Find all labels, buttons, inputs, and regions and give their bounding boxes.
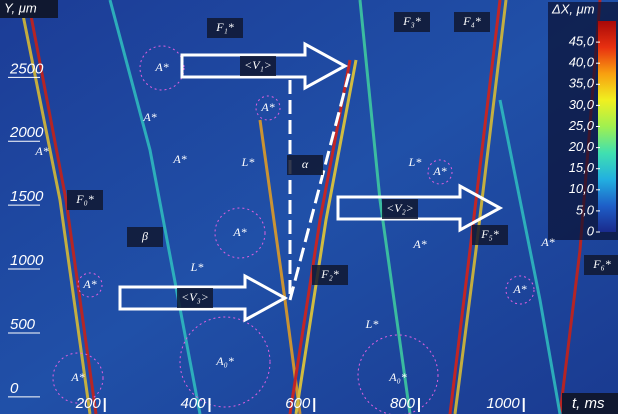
- colorbar-tick-label: 25,0: [568, 118, 595, 133]
- colorbar-tick-label: 15,0: [569, 160, 595, 175]
- ylabel-box: [0, 0, 58, 18]
- annotation: A*: [34, 144, 48, 158]
- annotation: A*: [70, 370, 84, 384]
- annotation: <V₃>: [181, 290, 209, 304]
- annotation-box: [127, 227, 163, 247]
- annotation: A*: [412, 237, 426, 251]
- annotation: A*: [540, 235, 554, 249]
- colorbar-tick-label: 40,0: [569, 55, 595, 70]
- annotation: F₅*: [480, 227, 499, 241]
- xlabel-box: [562, 393, 618, 414]
- annotation: L*: [190, 260, 204, 274]
- annotation-box: [382, 199, 418, 219]
- annotation: A₀*: [388, 370, 407, 384]
- annotation-box: [394, 12, 430, 32]
- colorbar-tick-label: 35,0: [569, 76, 595, 91]
- annotation: A*: [142, 110, 156, 124]
- annotation-box: [584, 255, 618, 275]
- annotation-box: [312, 265, 348, 285]
- colorbar-label: ΔX, μm: [551, 1, 595, 16]
- annotation: F₁*: [215, 20, 234, 34]
- y-tick-label: 500: [10, 316, 36, 333]
- annotation: F₄*: [462, 14, 481, 28]
- annotation: A*: [82, 277, 96, 291]
- annotation-box: [207, 18, 243, 38]
- x-tick-label: 1000: [486, 395, 520, 412]
- y-axis-label: Y, μm: [4, 0, 37, 15]
- colorbar-tick-label: 30,0: [569, 97, 595, 112]
- colorbar-tick-label: 0: [587, 223, 595, 238]
- annotation: β: [141, 229, 148, 243]
- annotation: A*: [232, 225, 246, 239]
- annotation: A*: [154, 60, 168, 74]
- annotation: A*: [172, 152, 186, 166]
- x-tick-label: 800: [390, 395, 416, 412]
- annotation: <V₁>: [244, 58, 272, 72]
- annotation-box: [472, 225, 508, 245]
- x-tick-label: 400: [180, 395, 206, 412]
- x-axis-label: t, ms: [572, 395, 605, 412]
- annotation-box: [454, 12, 490, 32]
- x-tick-label: 600: [285, 395, 311, 412]
- y-tick-label: 0: [10, 380, 19, 397]
- annotation: L*: [365, 317, 379, 331]
- annotation: α: [302, 157, 309, 171]
- y-tick-label: 2000: [9, 124, 44, 141]
- colorbar-tick-label: 20,0: [568, 139, 595, 154]
- circles: [52, 45, 535, 414]
- annotation-box: [67, 190, 103, 210]
- annotation: L*: [241, 155, 255, 169]
- colorbar-tick-label: 5,0: [576, 202, 595, 217]
- annotation-box: [177, 288, 213, 308]
- annotation: <V₂>: [386, 201, 414, 215]
- y-tick-label: 2500: [9, 60, 44, 77]
- colorbar: [598, 21, 616, 232]
- annotation: A*: [512, 282, 526, 296]
- annotation: L*: [408, 155, 422, 169]
- y-tick-label: 1500: [10, 188, 44, 205]
- annotation-box: [240, 56, 276, 76]
- annotation: F₂*: [320, 267, 339, 281]
- annotation: F₃*: [402, 14, 421, 28]
- annotation: A₀*: [215, 354, 234, 368]
- x-tick-label: 200: [75, 395, 102, 412]
- arrows: [118, 41, 504, 323]
- annotation: A*: [260, 100, 274, 114]
- y-tick-label: 1000: [10, 252, 44, 269]
- colorbar-tick-label: 45,0: [569, 34, 595, 49]
- annotation-box: [287, 155, 323, 175]
- colorbar-tick-label: 10,0: [569, 181, 595, 196]
- annotation: A*: [432, 164, 446, 178]
- annotation: F₆*: [592, 257, 611, 271]
- annotation: F₀*: [75, 192, 94, 206]
